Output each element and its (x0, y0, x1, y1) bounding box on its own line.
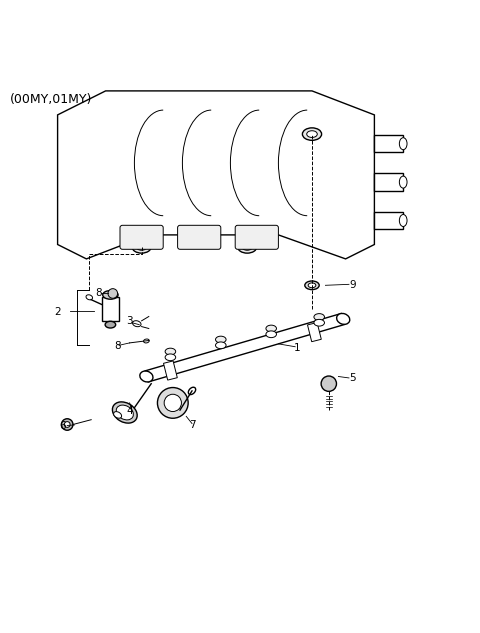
FancyBboxPatch shape (178, 225, 221, 249)
Text: 4: 4 (126, 406, 133, 416)
Ellipse shape (216, 336, 226, 343)
Ellipse shape (399, 215, 407, 227)
Text: 1: 1 (294, 342, 301, 353)
Ellipse shape (307, 131, 317, 137)
Ellipse shape (242, 244, 252, 250)
Ellipse shape (266, 325, 276, 332)
Ellipse shape (188, 387, 196, 394)
Circle shape (61, 419, 73, 430)
Ellipse shape (336, 313, 350, 324)
Text: 7: 7 (189, 420, 195, 430)
Ellipse shape (216, 342, 226, 349)
Polygon shape (58, 91, 374, 259)
Ellipse shape (314, 313, 324, 320)
Polygon shape (374, 212, 403, 229)
Polygon shape (308, 323, 321, 342)
Polygon shape (145, 313, 345, 382)
Ellipse shape (144, 339, 149, 343)
Ellipse shape (140, 371, 153, 382)
Ellipse shape (86, 295, 93, 300)
Text: 8: 8 (95, 289, 102, 299)
Ellipse shape (136, 244, 147, 250)
Ellipse shape (314, 320, 324, 326)
Circle shape (164, 394, 181, 411)
Ellipse shape (132, 321, 141, 327)
Ellipse shape (165, 348, 176, 355)
Polygon shape (164, 361, 177, 380)
Ellipse shape (305, 281, 319, 290)
Text: 5: 5 (349, 373, 356, 383)
Text: 2: 2 (54, 307, 61, 316)
Ellipse shape (308, 283, 316, 288)
Ellipse shape (165, 354, 176, 361)
Ellipse shape (105, 322, 116, 328)
Ellipse shape (266, 331, 276, 337)
Ellipse shape (112, 402, 137, 423)
Text: (00MY,01MY): (00MY,01MY) (10, 93, 92, 106)
Polygon shape (374, 173, 403, 191)
Circle shape (108, 289, 118, 298)
FancyBboxPatch shape (235, 225, 278, 249)
Ellipse shape (302, 128, 322, 141)
Circle shape (321, 376, 336, 391)
Text: 8: 8 (114, 341, 121, 351)
Text: 3: 3 (126, 316, 133, 326)
Ellipse shape (114, 411, 121, 418)
Ellipse shape (132, 241, 151, 253)
Ellipse shape (103, 291, 118, 299)
Ellipse shape (399, 138, 407, 149)
Polygon shape (102, 298, 119, 322)
Ellipse shape (399, 176, 407, 188)
Circle shape (157, 387, 188, 418)
Ellipse shape (238, 241, 257, 253)
Ellipse shape (116, 405, 133, 420)
Circle shape (64, 422, 70, 427)
FancyBboxPatch shape (120, 225, 163, 249)
Text: 6: 6 (59, 421, 66, 431)
Text: 9: 9 (349, 280, 356, 290)
Polygon shape (374, 135, 403, 153)
